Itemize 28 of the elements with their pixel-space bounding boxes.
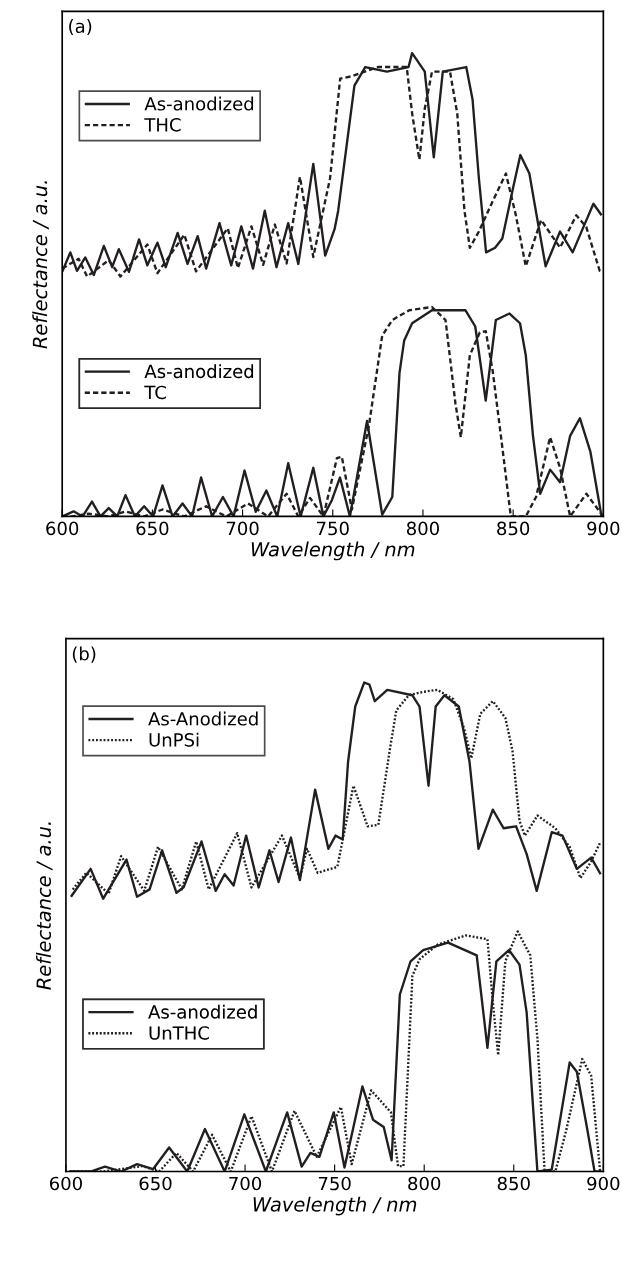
text: (a): [69, 19, 92, 36]
x-tick-label: 600: [46, 521, 79, 536]
x-tick-label: 900: [587, 521, 620, 536]
legend-label: As-Anodized: [148, 711, 258, 726]
x-tick-label: 800: [406, 521, 439, 536]
legend-label: THC: [144, 117, 181, 132]
x-tick-label: 650: [136, 521, 169, 536]
x-tick-label: 850: [497, 1176, 530, 1191]
x-tick-label: 850: [497, 521, 530, 536]
y-axis-title: Reflectance / a.u.: [36, 822, 53, 990]
x-tick-label: 700: [226, 521, 259, 536]
legend-label: TC: [144, 385, 166, 400]
x-tick-label: 600: [49, 1176, 82, 1191]
x-tick-label: 650: [139, 1176, 172, 1191]
y-axis-title: Reflectance / a.u.: [32, 181, 49, 349]
legend-label: UnPSi: [149, 732, 199, 747]
x-tick-label: 800: [408, 1176, 441, 1191]
text: (b): [72, 646, 96, 663]
legend-label: As-anodized: [144, 364, 254, 379]
x-tick-label: 700: [229, 1176, 262, 1191]
x-tick-label: 750: [317, 521, 349, 536]
legend-label: As-anodized: [148, 1004, 257, 1019]
x-tick-label: 900: [587, 1176, 620, 1191]
legend-label: UnTHC: [149, 1026, 209, 1040]
x-axis-title: Wavelength / nm: [253, 1196, 417, 1216]
x-tick-label: 750: [318, 1176, 351, 1191]
x-axis-title: Wavelength / nm: [251, 541, 415, 561]
legend-label: As-anodized: [144, 96, 254, 111]
